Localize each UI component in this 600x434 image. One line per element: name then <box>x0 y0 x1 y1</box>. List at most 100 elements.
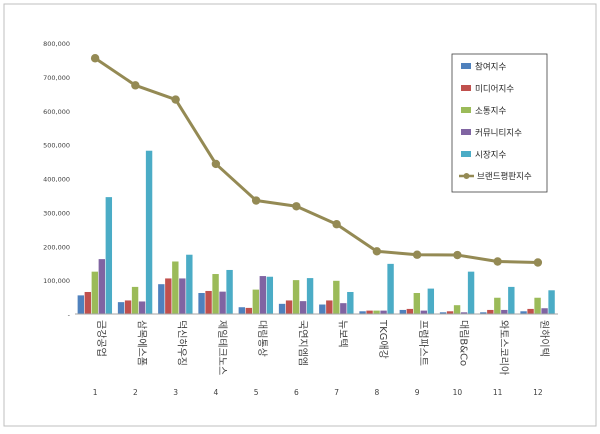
bar-1-3 <box>158 284 165 314</box>
bar-5-12 <box>548 290 555 314</box>
bar-2-1 <box>84 291 92 314</box>
bar-5-2 <box>145 150 153 314</box>
bar-4-4 <box>219 291 226 314</box>
legend-label: 참여지수 <box>475 62 506 73</box>
category-number: 1 <box>93 388 98 397</box>
brand-index-point-5 <box>251 196 261 205</box>
legend-label: 미디어지수 <box>475 84 514 95</box>
category-number: 12 <box>533 388 543 397</box>
x-axis: 금강공업 1 삼목에스폼 2 덕신하우징 3 제일테크노스 4 대림통상 5 국연지엠엠 6 뉴보텍 7 T… <box>75 313 558 397</box>
y-axis: 800,000 700,000 600,000 500,000 400,000 300,0… <box>43 40 71 319</box>
category-label: 원하이텍 <box>538 320 551 357</box>
legend-line-marker <box>463 173 470 179</box>
y-tick-label: 700,000 <box>43 74 70 82</box>
brand-index-line <box>94 56 538 265</box>
legend-swatch <box>461 129 471 135</box>
category-number: 3 <box>173 388 178 397</box>
bar-3-9 <box>413 292 421 314</box>
brand-index-point-7 <box>332 220 341 229</box>
y-tick-label: 800,000 <box>43 40 70 48</box>
category-number: 6 <box>294 388 299 397</box>
bar-1-7 <box>319 304 326 314</box>
bar-4-1 <box>98 259 106 314</box>
bar-1-1 <box>77 295 85 314</box>
bar-5-3 <box>186 254 193 314</box>
bar-2-8 <box>366 310 373 314</box>
brand-index-point-4 <box>211 159 221 169</box>
bar-2-12 <box>527 308 534 314</box>
bar-4-10 <box>460 312 468 314</box>
bar-4-3 <box>179 278 186 314</box>
category-number: 5 <box>254 388 259 397</box>
bar-5-7 <box>347 291 354 314</box>
bar-3-6 <box>292 280 300 314</box>
bar-1-11 <box>480 312 487 314</box>
brand-index-point-3 <box>171 95 180 104</box>
category-number: 2 <box>133 388 138 397</box>
bar-1-5 <box>238 307 246 314</box>
legend-label: 브랜드평판지수 <box>477 171 532 182</box>
bar-5-6 <box>306 278 314 314</box>
y-tick-label: 400,000 <box>43 176 70 184</box>
bar-2-10 <box>446 311 454 314</box>
bar-1-6 <box>278 303 286 314</box>
y-tick-label: 100,000 <box>43 277 70 285</box>
bar-3-12 <box>534 297 541 314</box>
bar-2-11 <box>487 309 494 314</box>
category-label: 프럼파스트 <box>417 320 430 366</box>
brand-index-point-12 <box>533 258 543 267</box>
legend-label: 소통지수 <box>475 107 506 117</box>
bar-3-2 <box>131 286 139 314</box>
bar-4-9 <box>420 310 428 314</box>
y-tick-label: 500,000 <box>43 142 70 150</box>
y-tick-label: 200,000 <box>43 243 70 251</box>
brand-index-point-9 <box>412 250 422 259</box>
bar-3-11 <box>494 297 501 314</box>
bar-4-11 <box>501 309 508 314</box>
category-number: 7 <box>334 388 339 397</box>
legend-box <box>451 53 548 193</box>
brand-index-point-8 <box>372 247 382 256</box>
category-number: 10 <box>453 388 463 397</box>
bar-1-9 <box>399 309 407 314</box>
bar-4-6 <box>299 301 307 314</box>
bar-5-10 <box>467 271 475 314</box>
bar-3-7 <box>333 280 340 314</box>
bar-2-9 <box>406 308 414 314</box>
bar-2-5 <box>245 307 253 314</box>
bar-5-8 <box>387 263 394 314</box>
bar-5-11 <box>508 286 515 314</box>
legend-swatch <box>461 107 471 113</box>
category-label: 덕신하우징 <box>176 320 189 366</box>
bar-4-12 <box>541 308 548 314</box>
category-number: 4 <box>213 388 218 397</box>
brand-index-point-11 <box>493 257 502 266</box>
legend-swatch <box>461 85 471 91</box>
legend-label: 커뮤니티지수 <box>475 128 522 139</box>
brand-index-point-2 <box>131 81 140 90</box>
category-number: 8 <box>374 388 379 397</box>
bar-3-10 <box>453 305 461 314</box>
bar-1-10 <box>439 312 447 314</box>
category-label: 제일테크노스 <box>216 320 228 375</box>
category-label: 금강공업 <box>95 320 108 357</box>
bar-2-6 <box>285 300 293 314</box>
bar-4-8 <box>380 310 387 314</box>
bar-2-3 <box>165 278 172 314</box>
bar-1-2 <box>117 302 125 314</box>
category-label: 대림통상 <box>256 320 268 357</box>
bar-3-4 <box>212 274 219 314</box>
bar-3-3 <box>172 261 179 314</box>
bar-3-1 <box>91 271 99 314</box>
category-number: 11 <box>493 388 503 397</box>
bar-5-5 <box>266 276 274 314</box>
bar-4-7 <box>340 303 347 314</box>
bars-group <box>77 150 555 314</box>
category-label: 대림B&Co <box>457 320 469 366</box>
brand-index-point-6 <box>292 202 301 211</box>
bar-3-5 <box>252 289 260 314</box>
bar-4-2 <box>138 301 146 314</box>
